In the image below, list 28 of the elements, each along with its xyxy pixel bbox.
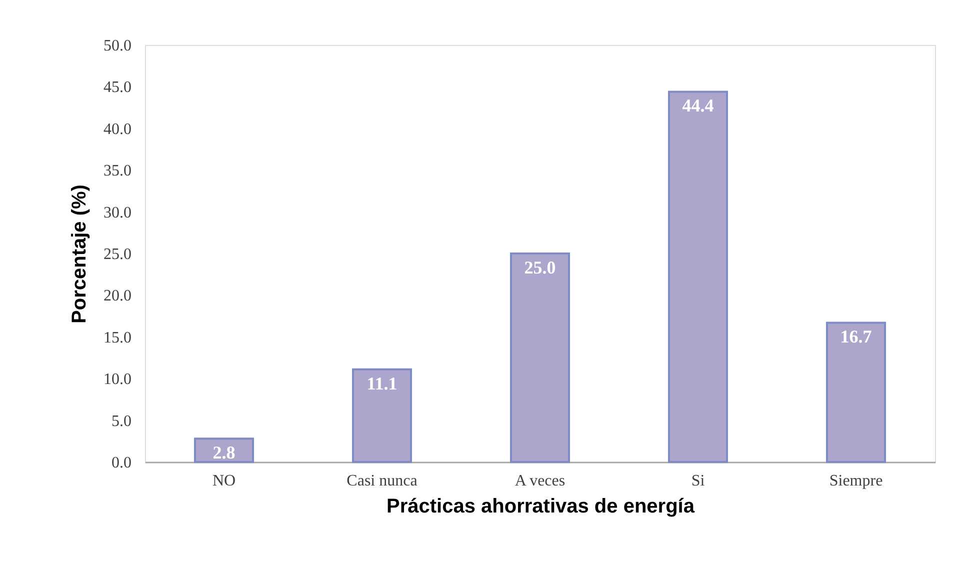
data-label: 16.7: [840, 326, 872, 347]
y-tick-label: 45.0: [104, 79, 132, 96]
data-label: 25.0: [524, 258, 556, 278]
y-tick-label: 30.0: [104, 204, 132, 222]
y-tick-label: 40.0: [104, 120, 132, 138]
y-tick-label: 25.0: [104, 246, 132, 263]
bar: [826, 322, 886, 463]
data-label: 44.4: [682, 96, 714, 116]
data-label: 2.8: [212, 442, 236, 463]
y-tick-label: 15.0: [104, 329, 132, 346]
x-axis-title: Prácticas ahorrativas de energía: [386, 496, 696, 518]
x-tick-label: A veces: [514, 472, 566, 490]
y-tick-label: 35.0: [104, 162, 132, 180]
bar: [668, 90, 728, 463]
x-tick-label: Si: [691, 472, 706, 490]
y-tick-label: 10.0: [104, 371, 132, 388]
y-tick-label: 0.0: [112, 454, 132, 472]
bar: [352, 368, 412, 463]
y-tick-label: 50.0: [104, 38, 132, 54]
y-tick-label: 20.0: [104, 288, 132, 305]
y-tick-label: 5.0: [112, 412, 132, 430]
x-tick-label: Casi nunca: [346, 472, 418, 490]
x-tick-label: Siempre: [829, 472, 883, 490]
bar: [194, 438, 254, 463]
y-axis-title: Porcentaje (%): [68, 184, 90, 324]
data-label: 11.1: [366, 373, 398, 394]
bar: [510, 252, 570, 463]
x-tick-label: NO: [212, 472, 236, 490]
